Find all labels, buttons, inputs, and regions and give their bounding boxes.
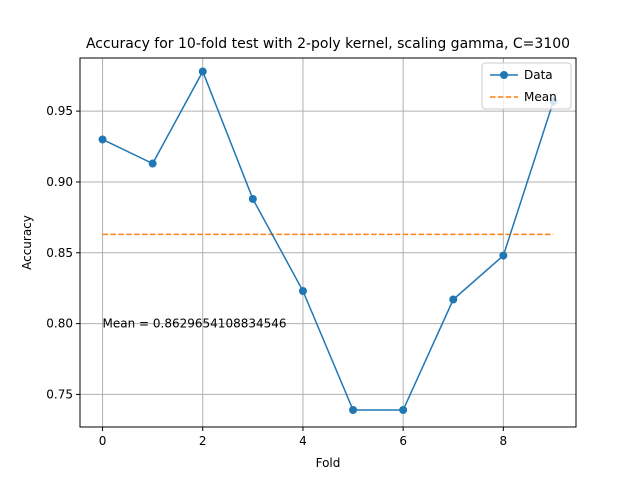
y-tick-label: 0.90 (46, 175, 73, 189)
y-tick-label: 0.85 (46, 246, 73, 260)
plot-frame (79, 57, 577, 428)
data-point (198, 67, 207, 76)
data-point (98, 135, 107, 144)
x-tick-label: 0 (99, 434, 107, 448)
data-point (399, 406, 408, 415)
y-tick-label: 0.75 (46, 387, 73, 401)
data-point (148, 159, 157, 168)
axis-ticks: 0 2 4 6 8 0.75 0.80 0.85 0.90 0.95 (46, 104, 507, 448)
series-layer (98, 67, 558, 415)
x-tick-label: 8 (500, 434, 508, 448)
legend-label: Mean (524, 90, 557, 104)
data-point (499, 251, 508, 260)
legend-marker-data (500, 71, 508, 79)
legend-label: Data (524, 68, 553, 82)
x-tick-label: 6 (399, 434, 407, 448)
chart-title: Accuracy for 10-fold test with 2-poly ke… (86, 36, 570, 52)
mean-annotation: Mean = 0.8629654108834546 (103, 317, 287, 331)
legend: Data Mean (481, 62, 572, 110)
data-point (349, 406, 358, 415)
y-axis-label: Accuracy (20, 215, 34, 270)
data-point (449, 295, 458, 304)
x-tick-label: 4 (299, 434, 307, 448)
x-axis-label: Fold (316, 456, 341, 470)
y-tick-label: 0.95 (46, 104, 73, 118)
x-tick-label: 2 (199, 434, 207, 448)
y-tick-label: 0.80 (46, 317, 73, 331)
data-series-line (102, 69, 555, 411)
data-point (298, 287, 307, 296)
grid (80, 58, 576, 427)
data-point (248, 194, 257, 203)
